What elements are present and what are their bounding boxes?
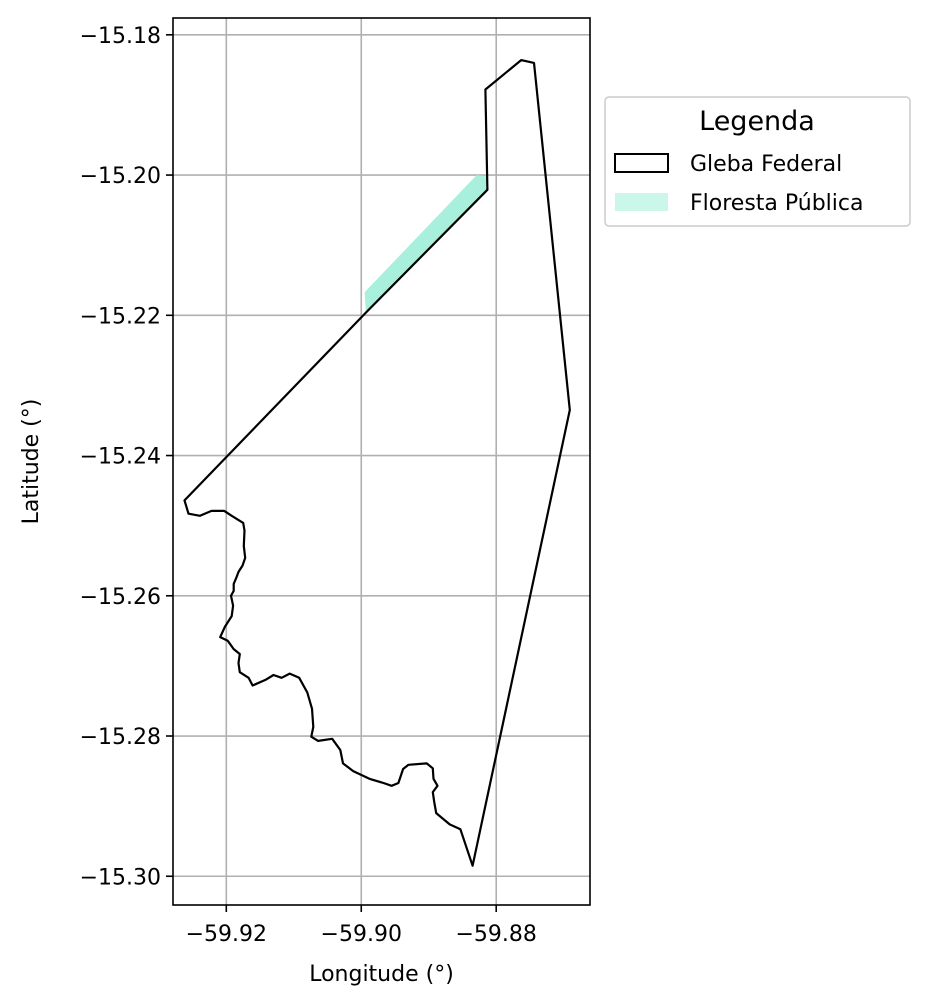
floresta-publica-polygon <box>364 175 488 313</box>
y-tick-label: −15.18 <box>80 24 161 49</box>
gleba-federal-polygon <box>183 58 571 867</box>
legend-swatch-floresta-publica <box>615 193 668 211</box>
y-tick-label: −15.26 <box>80 585 161 610</box>
ticks: −59.92 −59.90 −59.88 −15.18 −15.20 −15.22 −15.… <box>80 24 537 947</box>
legend-label-floresta-publica: Floresta Pública <box>690 191 863 216</box>
map-layers <box>183 58 571 867</box>
axes-frame <box>172 17 591 906</box>
legend-box <box>604 96 911 227</box>
y-tick-label: −15.28 <box>80 725 161 750</box>
y-axis-label: Latitude (°) <box>19 399 44 525</box>
legend-title: Legenda <box>699 106 815 137</box>
grid <box>173 18 590 905</box>
y-tick-label: −15.22 <box>80 304 161 329</box>
y-tick-label: −15.24 <box>80 445 161 470</box>
x-tick-label: −59.90 <box>321 922 402 947</box>
legend-swatch-gleba-federal <box>614 153 669 173</box>
y-tick-label: −15.20 <box>80 164 161 189</box>
x-tick-label: −59.92 <box>186 922 267 947</box>
x-tick-label: −59.88 <box>455 922 536 947</box>
legend: Legenda Gleba Federal Floresta Pública <box>604 96 911 227</box>
x-axis-label: Longitude (°) <box>309 962 454 987</box>
y-tick-label: −15.30 <box>80 865 161 890</box>
legend-label-gleba-federal: Gleba Federal <box>690 152 842 177</box>
